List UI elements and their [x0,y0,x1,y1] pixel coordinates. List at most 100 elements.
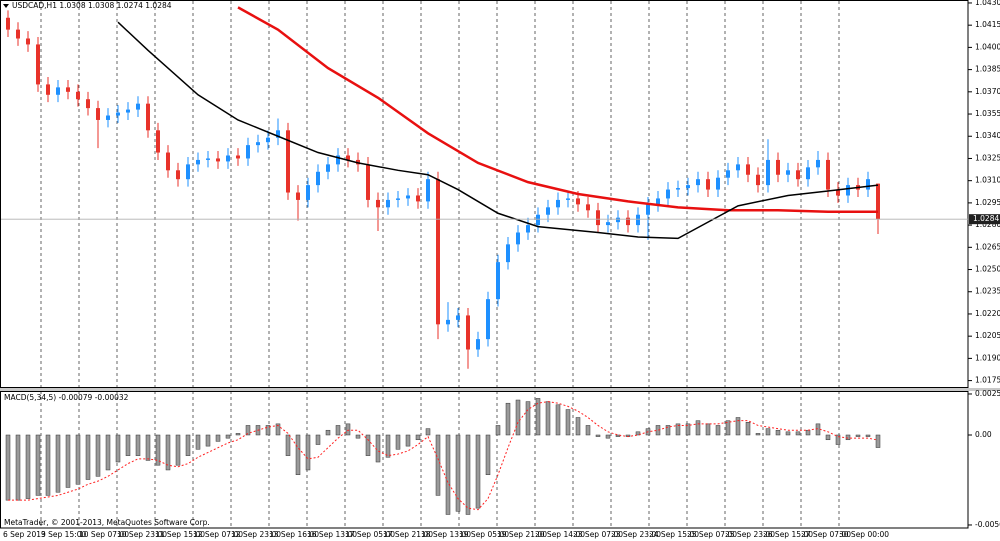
candle-body [326,164,330,172]
macd-bar [755,433,761,436]
x-tick-label: 26 Sep 15:00 [763,530,813,539]
macd-bar [485,434,491,475]
macd-bar [295,434,301,475]
candle-body [346,155,350,160]
candle-body [156,130,160,153]
candle-body [806,167,810,180]
y-tick-label: 1.0430 [975,0,1000,7]
candle-body [186,164,190,180]
candle-body [376,199,380,208]
candle-body [366,164,370,200]
macd-bar [855,434,861,437]
candle-body [756,174,760,186]
candle-body [106,115,110,120]
candle-body [146,103,150,131]
macd-bar [475,434,481,509]
macd-bar [815,423,821,436]
macd-bar [355,434,361,439]
y-tick-label: 1.0175 [975,376,1000,385]
candle-body [526,225,530,233]
macd-bar [555,404,561,436]
macd-bar [155,434,161,466]
y-tick-label: 1.0370 [975,87,1000,96]
candle-body [556,199,560,208]
y-tick-label: 1.0205 [975,331,1000,340]
y-tick-label: 1.0265 [975,242,1000,251]
candle-body [816,159,820,168]
y-tick-label: 1.0310 [975,176,1000,185]
x-tick-label: 25 Sep 23:00 [725,530,775,539]
candle-body [746,164,750,175]
open-value: 1.0308 [59,1,85,10]
macd-bar [435,434,441,496]
candle-body [416,195,420,202]
macd-bar [465,434,471,515]
candle-body [486,299,490,340]
low-value: 1.0274 [117,1,143,10]
macd-bar [405,434,411,447]
macd-bar [315,434,321,445]
x-tick-label: 13 Sep 16:00 [269,530,319,539]
macd-bar [835,434,841,445]
candle-body [876,183,880,220]
candle-body [166,152,170,171]
copyright: MetaTrader, © 2001-2013, MetaQuotes Soft… [4,518,210,527]
candle-body [656,198,660,205]
macd-bar [415,434,421,441]
x-tick-label: 20 Sep 14:00 [535,530,585,539]
price-tag [969,214,1000,225]
y-tick-label: 1.0220 [975,309,1000,318]
macd-bar [775,429,781,436]
y-tick-label: 1.0400 [975,42,1000,51]
macd-bar [735,417,741,436]
candle-body [836,189,840,196]
x-tick-label: 12 Sep 23:00 [231,530,281,539]
x-tick-label: 19 Sep 21:00 [497,530,547,539]
macd-bar [515,399,521,436]
macd-bar [285,434,291,456]
macd-bar [165,434,171,471]
macd-bar [715,425,721,436]
candle-body [116,112,120,116]
candle-body [616,217,620,223]
macd-bar [45,434,51,496]
candle-body [256,142,260,146]
price-pane-frame [0,0,969,388]
candle-body [226,155,230,162]
macd-bar [325,429,331,436]
macd-bar [335,425,341,436]
macd-bar [605,434,611,439]
candle-body [386,199,390,208]
candle-body [456,315,460,320]
candle-body [316,171,320,186]
candle-body [466,315,470,350]
y-tick-label: -0.00566 [975,520,1000,529]
macd-bar [875,434,881,448]
candle-body [336,155,340,165]
macd-bar [345,423,351,436]
y-tick-label: 1.0325 [975,153,1000,162]
candle-body [796,170,800,180]
candle-body [786,170,790,175]
macd-bar [545,401,551,436]
candle-body [276,130,280,138]
macd-bar [55,434,61,493]
candle-body [46,84,50,95]
macd-bar [215,434,221,442]
candle-body [266,137,270,143]
macd-bar [795,431,801,436]
y-tick-label: 1.0235 [975,287,1000,296]
y-tick-label: 1.0385 [975,65,1000,74]
macd-bar [525,401,531,436]
macd-bar [695,420,701,436]
macd-bar [65,434,71,488]
macd-bar [15,434,21,501]
candle-body [426,179,430,202]
candle-body [476,339,480,350]
candle-body [596,210,600,226]
x-tick-label: 30 Sep 00:00 [839,530,889,539]
candle-body [206,158,210,160]
macd-bar [395,434,401,450]
x-tick-label: 17 Sep 05:00 [345,530,395,539]
candle-body [606,222,610,226]
